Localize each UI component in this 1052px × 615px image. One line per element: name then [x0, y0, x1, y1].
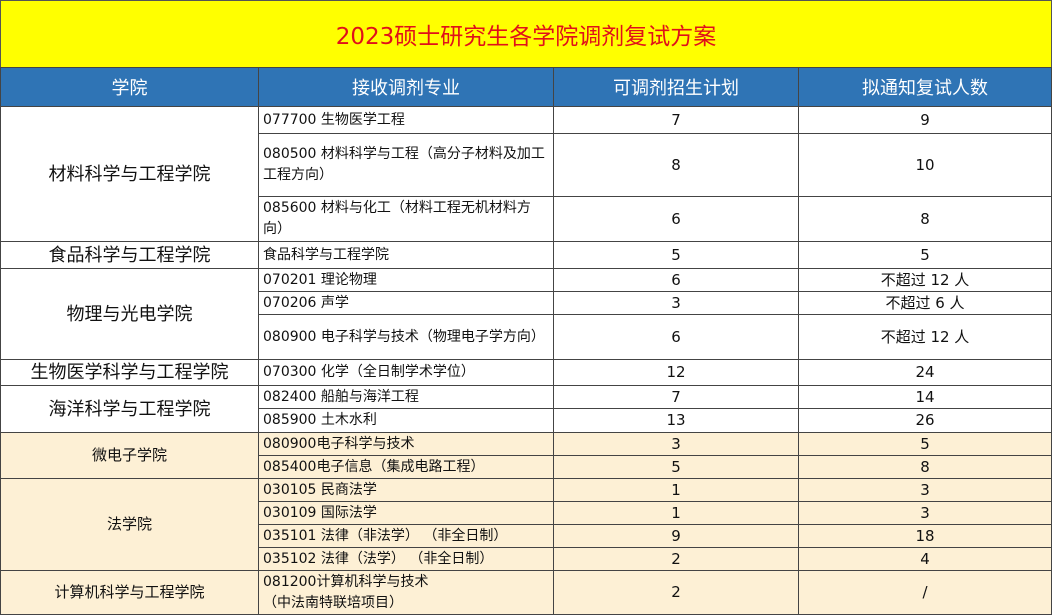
- college-cell: 材料科学与工程学院: [0, 106, 259, 242]
- plan-cell: 5: [553, 241, 799, 269]
- plan-cell: 6: [553, 268, 799, 292]
- notify-cell: 8: [798, 196, 1052, 242]
- notify-cell: 5: [798, 241, 1052, 269]
- major-cell: 085600 材料与化工（材料工程无机材料方向）: [258, 196, 554, 242]
- major-cell: 070201 理论物理: [258, 268, 554, 292]
- notify-cell: 5: [798, 432, 1052, 456]
- notify-cell: 24: [798, 359, 1052, 386]
- plan-cell: 3: [553, 432, 799, 456]
- table-row: 微电子学院 080900电子科学与技术 3 5: [0, 432, 1052, 479]
- major-cell: 070206 声学: [258, 291, 554, 315]
- notify-cell: 3: [798, 478, 1052, 502]
- header-cell: 拟通知复试人数: [798, 67, 1052, 107]
- title: 2023硕士研究生各学院调剂复试方案: [0, 0, 1052, 67]
- plan-cell: 6: [553, 314, 799, 360]
- major-cell: 030105 民商法学: [258, 478, 554, 502]
- major-cell: 食品科学与工程学院: [258, 241, 554, 269]
- plan-cell: 8: [553, 133, 799, 197]
- major-cell: 081200计算机科学与技术 （中法南特联培项目）: [258, 570, 554, 615]
- major-cell: 030109 国际法学: [258, 501, 554, 525]
- major-cell: 077700 生物医学工程: [258, 106, 554, 134]
- table-row: 070206 声学 3 不超过 6 人: [1, 291, 1052, 315]
- plan-cell: 13: [553, 408, 799, 433]
- plan-cell: 2: [553, 547, 799, 571]
- plan-cell: 9: [553, 524, 799, 548]
- table-row: 085400电子信息（集成电路工程） 5 8: [1, 455, 1052, 479]
- notify-cell: 不超过 12 人: [798, 314, 1052, 360]
- table-row: 法学院 030105 民商法学 1 3: [0, 478, 1052, 571]
- plan-cell: 6: [553, 196, 799, 242]
- college-cell: 物理与光电学院: [0, 268, 259, 360]
- table-row: 080500 材料科学与工程（高分子材料及加工工程方向） 8 10: [1, 133, 1052, 197]
- notify-cell: 4: [798, 547, 1052, 571]
- major-cell: 080900 电子科学与技术（物理电子学方向）: [258, 314, 554, 360]
- header-row: 学院 接收调剂专业 可调剂招生计划 拟通知复试人数: [0, 67, 1052, 107]
- major-cell: 085400电子信息（集成电路工程）: [258, 455, 554, 479]
- plan-cell: 3: [553, 291, 799, 315]
- header-cell: 学院: [0, 67, 259, 107]
- plan-cell: 1: [553, 478, 799, 502]
- major-cell: 080500 材料科学与工程（高分子材料及加工工程方向）: [258, 133, 554, 197]
- plan-cell: 7: [553, 385, 799, 409]
- notify-cell: 不超过 6 人: [798, 291, 1052, 315]
- plan-cell: 12: [553, 359, 799, 386]
- table-row: 085600 材料与化工（材料工程无机材料方向） 6 8: [1, 196, 1052, 242]
- table-row: 生物医学科学与工程学院 070300 化学（全日制学术学位） 12 24: [0, 359, 1052, 386]
- college-cell: 法学院: [0, 478, 259, 571]
- notify-cell: 8: [798, 455, 1052, 479]
- college-cell: 食品科学与工程学院: [0, 241, 259, 269]
- table-row: 食品科学与工程学院 食品科学与工程学院 5 5: [0, 241, 1052, 269]
- plan-cell: 1: [553, 501, 799, 525]
- plan-cell: 7: [553, 106, 799, 134]
- table-row: 海洋科学与工程学院 082400 船舶与海洋工程 7 14: [0, 385, 1052, 433]
- college-cell: 生物医学科学与工程学院: [0, 359, 259, 386]
- table: 学院 接收调剂专业 可调剂招生计划 拟通知复试人数 材料科学与工程学院 077700 生…: [0, 67, 1052, 615]
- notify-cell: 10: [798, 133, 1052, 197]
- notify-cell: 9: [798, 106, 1052, 134]
- plan-cell: 5: [553, 455, 799, 479]
- major-cell: 035101 法律（非法学） （非全日制）: [258, 524, 554, 548]
- table-row: 物理与光电学院 070201 理论物理 6 不超过 12 人: [0, 268, 1052, 360]
- major-cell: 080900电子科学与技术: [258, 432, 554, 456]
- college-cell: 海洋科学与工程学院: [0, 385, 259, 433]
- notify-cell: 3: [798, 501, 1052, 525]
- table-row: 计算机科学与工程学院 081200计算机科学与技术 （中法南特联培项目） 2/: [0, 570, 1052, 615]
- major-cell: 070300 化学（全日制学术学位）: [258, 359, 554, 386]
- table-row: 080900 电子科学与技术（物理电子学方向） 6 不超过 12 人: [1, 314, 1052, 360]
- notify-cell: 18: [798, 524, 1052, 548]
- notify-cell: 不超过 12 人: [798, 268, 1052, 292]
- major-cell: 035102 法律（法学） （非全日制）: [258, 547, 554, 571]
- college-cell: 微电子学院: [0, 432, 259, 479]
- notify-cell: /: [798, 570, 1052, 615]
- header-cell: 可调剂招生计划: [553, 67, 799, 107]
- major-cell: 085900 土木水利: [258, 408, 554, 433]
- major-cell: 082400 船舶与海洋工程: [258, 385, 554, 409]
- table-row: 030109 国际法学 1 3: [1, 501, 1052, 525]
- college-cell: 计算机科学与工程学院: [0, 570, 259, 615]
- plan-cell: 2: [553, 570, 799, 615]
- notify-cell: 26: [798, 408, 1052, 433]
- table-row: 材料科学与工程学院 077700 生物医学工程 7 9: [0, 106, 1052, 242]
- notify-cell: 14: [798, 385, 1052, 409]
- table-row: 035102 法律（法学） （非全日制） 2 4: [1, 547, 1052, 571]
- header-cell: 接收调剂专业: [258, 67, 554, 107]
- table-row: 085900 土木水利 13 26: [1, 408, 1052, 433]
- table-row: 035101 法律（非法学） （非全日制） 9 18: [1, 524, 1052, 548]
